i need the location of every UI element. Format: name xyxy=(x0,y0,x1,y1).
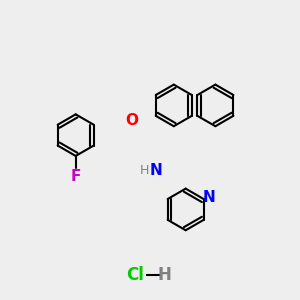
Text: O: O xyxy=(126,113,139,128)
Text: H: H xyxy=(158,266,172,284)
Text: N: N xyxy=(203,190,216,205)
Text: F: F xyxy=(70,169,81,184)
Text: H: H xyxy=(140,164,149,177)
Text: N: N xyxy=(150,163,162,178)
Text: Cl: Cl xyxy=(126,266,144,284)
